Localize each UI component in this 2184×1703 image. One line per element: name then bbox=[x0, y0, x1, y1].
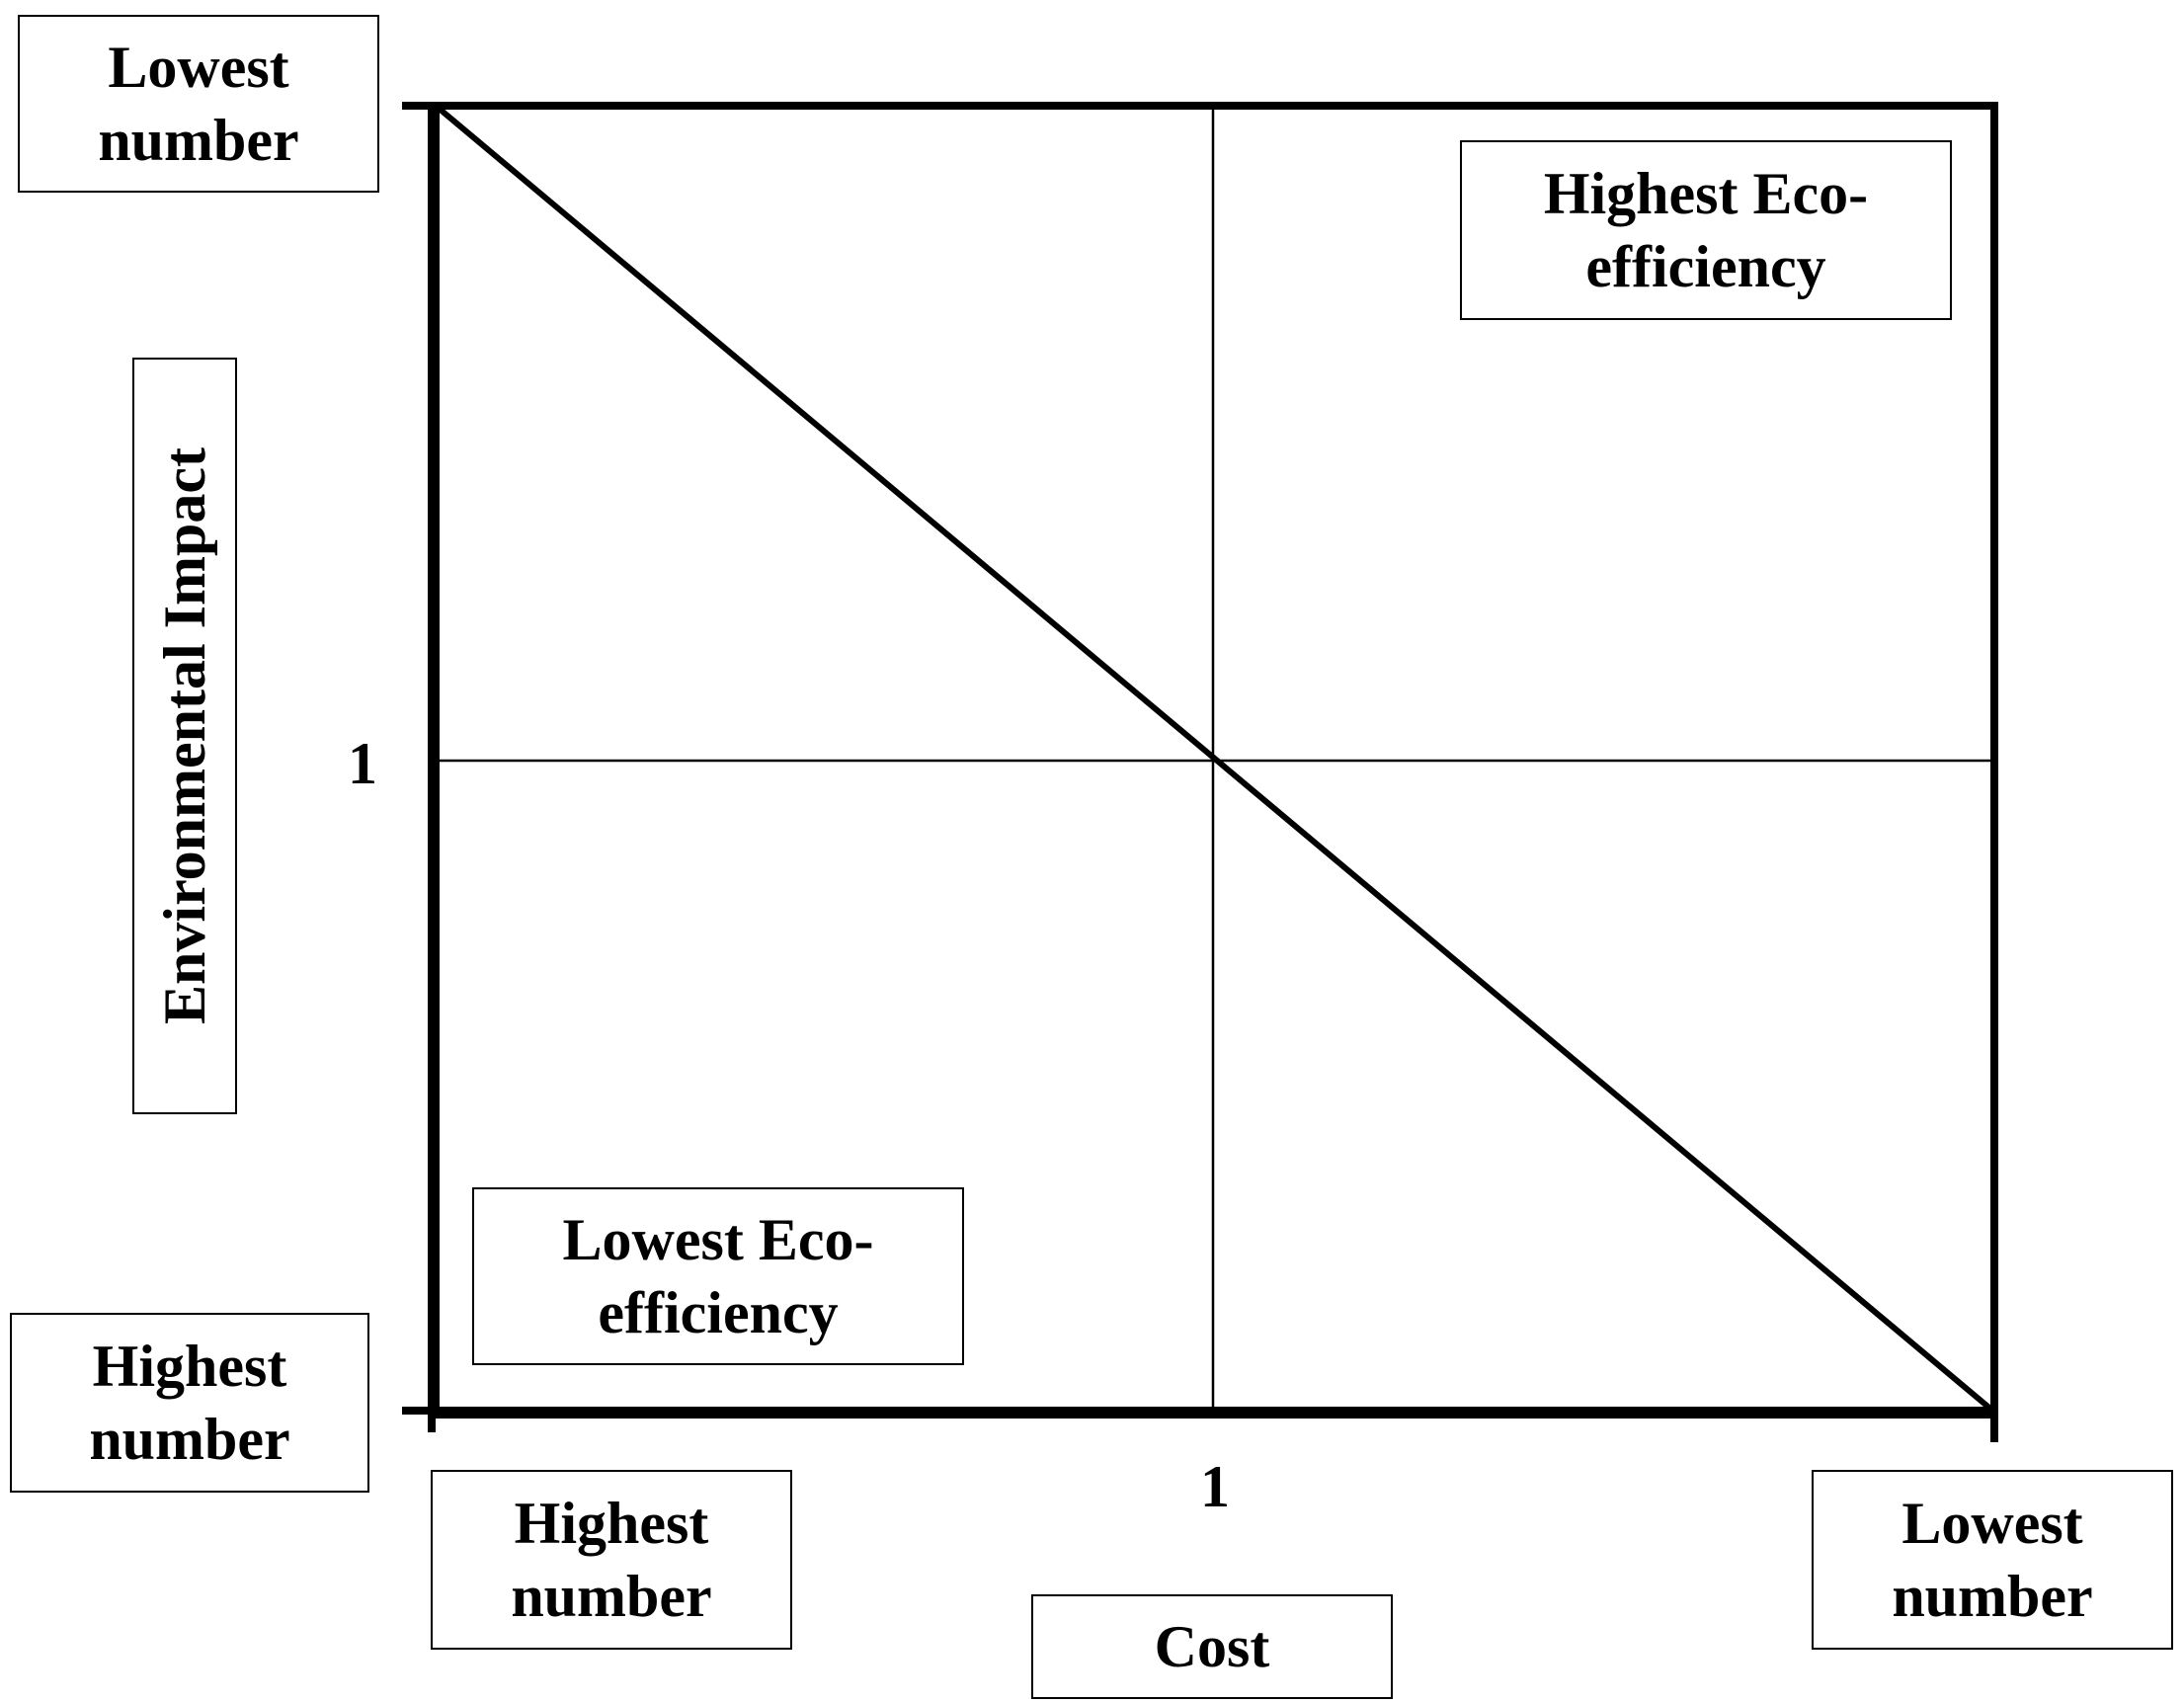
y-axis-mid-tick: 1 bbox=[348, 731, 377, 796]
y-axis-top-label: Lowest number bbox=[18, 15, 379, 193]
y-axis-bottom-label-line1: Highest bbox=[92, 1334, 287, 1399]
x-axis-right-label-line1: Lowest bbox=[1901, 1491, 2083, 1556]
diagonal-line bbox=[434, 103, 1992, 1412]
x-axis-right-label-line2: number bbox=[1892, 1564, 2093, 1629]
highest-eco-efficiency-line2: efficiency bbox=[1585, 234, 1826, 299]
x-axis-right-label: Lowest number bbox=[1812, 1470, 2173, 1650]
x-axis-left-label: Highest number bbox=[431, 1470, 792, 1650]
y-axis-bottom-label-line2: number bbox=[89, 1407, 290, 1472]
y-axis-top-label-line1: Lowest bbox=[108, 35, 289, 100]
lowest-eco-efficiency-label: Lowest Eco- efficiency bbox=[472, 1187, 964, 1365]
highest-eco-efficiency-line1: Highest Eco- bbox=[1543, 161, 1869, 226]
y-axis-title-box: Environmental Impact bbox=[132, 358, 237, 1114]
x-axis-title: Cost bbox=[1154, 1614, 1270, 1679]
lowest-eco-efficiency-line1: Lowest Eco- bbox=[562, 1207, 874, 1272]
x-axis-left-label-line1: Highest bbox=[514, 1491, 709, 1556]
x-axis-mid-tick: 1 bbox=[1200, 1454, 1230, 1519]
y-axis-bottom-label: Highest number bbox=[10, 1313, 369, 1493]
x-axis-title-box: Cost bbox=[1031, 1594, 1393, 1699]
y-axis-title: Environmental Impact bbox=[152, 447, 217, 1024]
y-axis-top-label-line2: number bbox=[98, 108, 299, 173]
x-axis-left-label-line2: number bbox=[511, 1564, 712, 1629]
lowest-eco-efficiency-line2: efficiency bbox=[598, 1280, 839, 1345]
highest-eco-efficiency-label: Highest Eco- efficiency bbox=[1460, 140, 1952, 320]
